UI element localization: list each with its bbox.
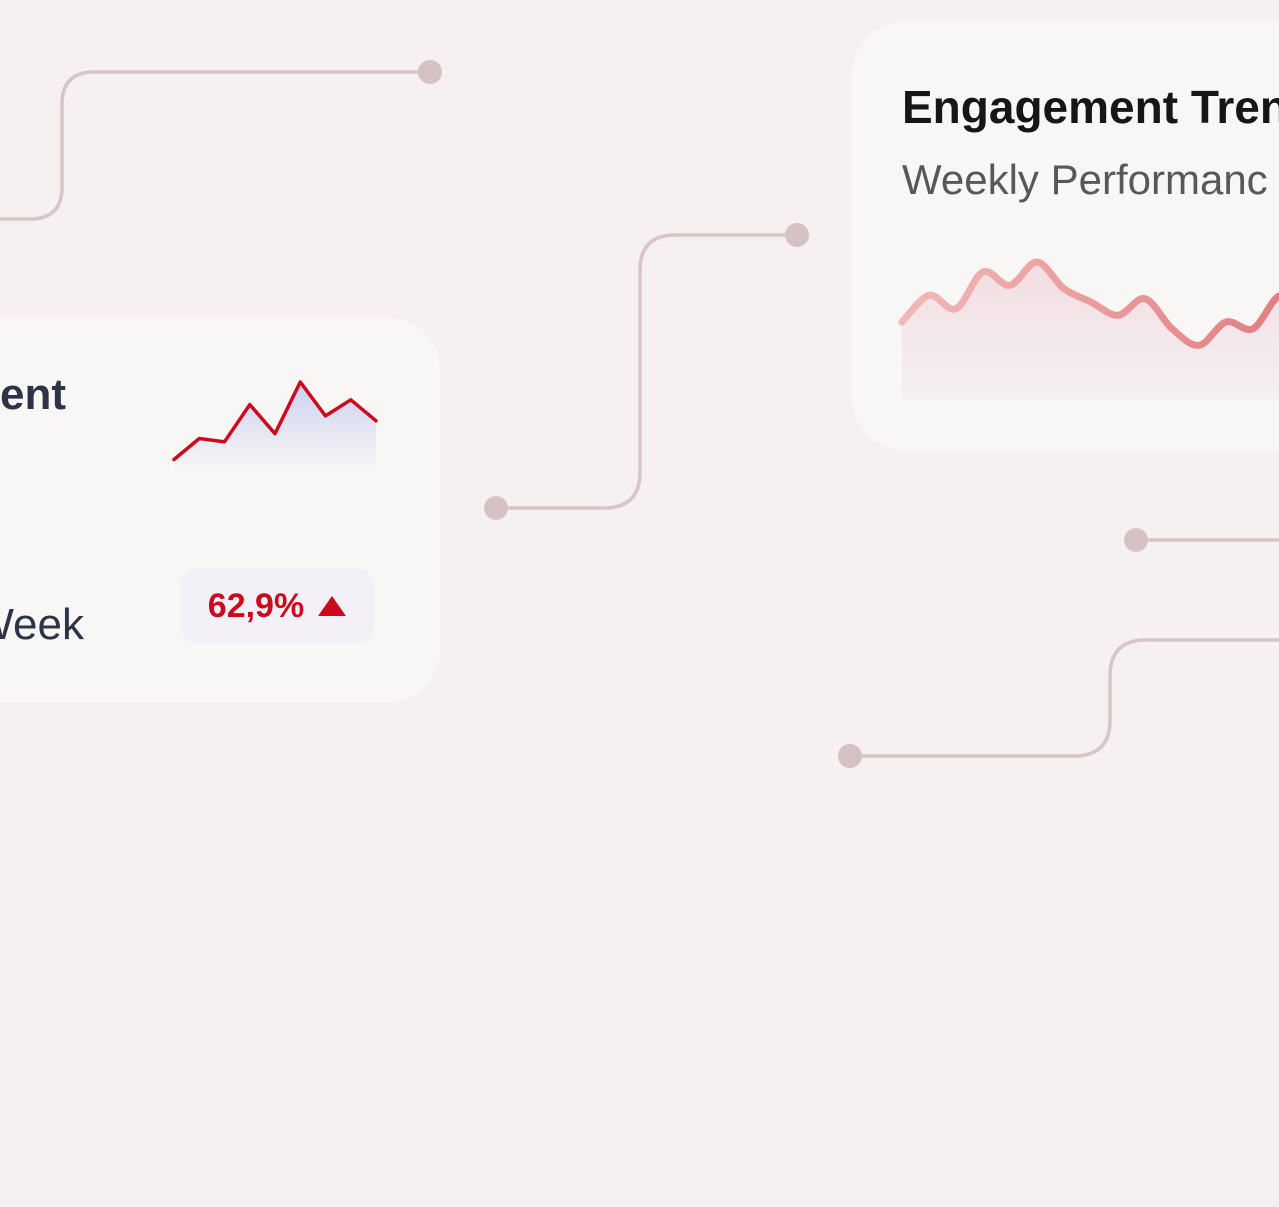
connector-top-left — [0, 70, 430, 221]
connector-middle — [496, 233, 797, 510]
connector-node — [418, 60, 442, 84]
metric-card-left[interactable]: ent Week 62,9% — [0, 318, 440, 702]
metric-card-title: ent — [0, 370, 66, 419]
connector-bottom-right — [850, 638, 1279, 758]
sparkline-chart — [172, 380, 378, 472]
change-value: 62,9% — [207, 586, 305, 625]
connector-node — [1124, 528, 1148, 552]
metric-card-subtitle: Week — [0, 600, 84, 649]
sparkline-line — [172, 380, 378, 462]
engagement-card[interactable]: Engagement Tren Weekly Performanc — [852, 22, 1279, 450]
triangle-up-icon — [318, 596, 347, 616]
engagement-card-title: Engagement Tren — [902, 81, 1279, 133]
connector-node — [484, 496, 508, 520]
engagement-trend-chart — [898, 258, 1279, 400]
connector-node — [785, 223, 809, 247]
trend-area — [902, 261, 1279, 400]
sparkline-area — [174, 382, 376, 472]
engagement-card-subtitle: Weekly Performanc — [902, 156, 1268, 203]
trend-line — [898, 258, 1279, 349]
connector-node — [838, 744, 862, 768]
change-badge: 62,9% — [180, 568, 374, 644]
